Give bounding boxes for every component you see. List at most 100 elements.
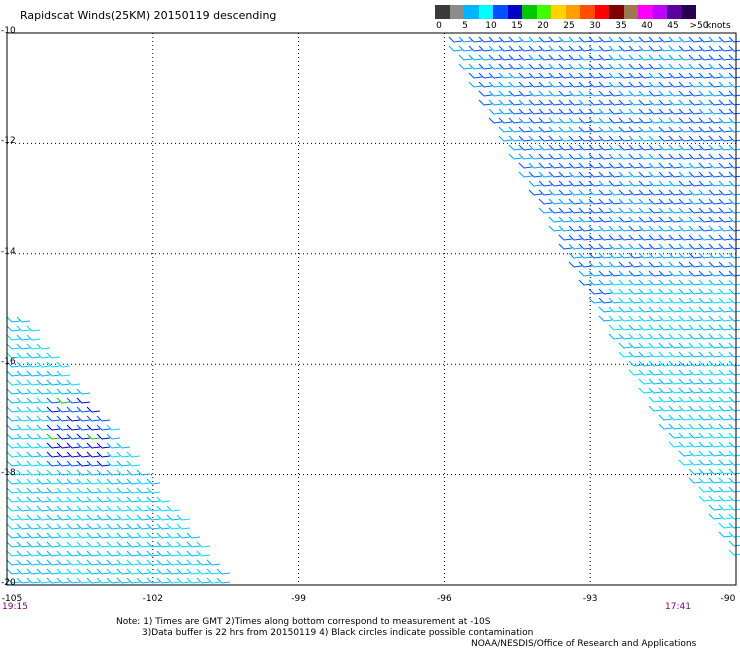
wind-barb	[608, 45, 623, 52]
wind-barb	[658, 405, 673, 412]
wind-barb	[146, 532, 161, 539]
wind-barb	[718, 288, 733, 295]
wind-barb	[488, 99, 503, 106]
wind-barb	[46, 388, 61, 395]
wind-barb	[166, 541, 181, 548]
wind-barb	[86, 523, 101, 530]
wind-barb	[658, 63, 673, 70]
wind-barb	[698, 234, 713, 241]
colorbar-swatch	[594, 5, 609, 19]
lon-label: -105	[1, 594, 23, 604]
wind-barb	[16, 514, 31, 521]
wind-barb	[548, 189, 563, 196]
wind-barb	[598, 288, 613, 295]
wind-barb	[558, 198, 573, 205]
wind-barb	[718, 486, 733, 493]
wind-barb	[638, 63, 653, 70]
wind-barb	[196, 559, 211, 566]
wind-barb	[46, 352, 61, 359]
wind-barb	[588, 243, 603, 250]
wind-barb	[678, 432, 693, 439]
wind-barb	[498, 36, 513, 43]
wind-barb	[86, 469, 101, 476]
wind-barb	[16, 334, 31, 341]
wind-speed-colorbar	[435, 5, 696, 19]
wind-barb	[678, 333, 693, 340]
wind-barb	[96, 523, 111, 530]
wind-barb	[558, 90, 573, 97]
wind-barb	[658, 144, 673, 151]
wind-barb	[166, 505, 181, 512]
wind-barb	[708, 504, 723, 511]
wind-barb	[718, 315, 733, 322]
wind-barb	[96, 568, 111, 575]
wind-barb	[488, 90, 503, 97]
wind-barb	[618, 90, 633, 97]
wind-barb	[136, 469, 151, 476]
wind-barb	[608, 162, 623, 169]
wind-barb	[728, 36, 740, 43]
wind-barb	[698, 225, 713, 232]
wind-barb	[126, 460, 141, 467]
wind-barb	[708, 90, 723, 97]
wind-barb	[26, 406, 41, 413]
wind-barb	[708, 369, 723, 376]
wind-barb	[146, 568, 161, 575]
wind-barb	[698, 369, 713, 376]
wind-barb	[36, 487, 51, 494]
lat-label: -20	[1, 578, 16, 588]
wind-barb	[578, 108, 593, 115]
wind-barb	[638, 135, 653, 142]
wind-barb	[156, 505, 171, 512]
wind-barb	[648, 405, 663, 412]
wind-barb	[628, 99, 643, 106]
colorbar-label: >50	[689, 21, 709, 31]
wind-barb	[648, 342, 663, 349]
wind-barb	[618, 162, 633, 169]
wind-barb	[678, 207, 693, 214]
wind-barb	[608, 324, 623, 331]
wind-barb	[126, 496, 141, 503]
wind-barb	[538, 45, 553, 52]
wind-barb	[718, 432, 733, 439]
wind-barb	[708, 342, 723, 349]
wind-barb	[658, 54, 673, 61]
wind-barb	[618, 297, 633, 304]
wind-barb	[176, 568, 191, 575]
wind-barb	[16, 370, 31, 377]
wind-barb	[698, 180, 713, 187]
wind-barb	[96, 496, 111, 503]
wind-barb	[678, 216, 693, 223]
wind-barb	[618, 72, 633, 79]
wind-barb	[678, 144, 693, 151]
wind-barb	[648, 225, 663, 232]
wind-barb	[698, 495, 713, 502]
wind-barb	[648, 333, 663, 340]
wind-barb	[728, 297, 740, 304]
wind-barb	[66, 415, 81, 422]
wind-barb	[136, 487, 151, 494]
colorbar-label: 10	[485, 21, 497, 31]
wind-barb	[538, 207, 553, 214]
colorbar-label: 0	[436, 21, 442, 31]
wind-barb	[638, 297, 653, 304]
wind-barb	[628, 180, 643, 187]
wind-barb	[508, 81, 523, 88]
wind-barb	[126, 487, 141, 494]
wind-barb	[86, 424, 101, 431]
wind-barb	[688, 54, 703, 61]
wind-barb	[638, 117, 653, 124]
wind-barb	[728, 117, 740, 124]
wind-barb	[36, 514, 51, 521]
wind-barb	[56, 442, 71, 449]
wind-barb	[106, 424, 121, 431]
wind-barb	[638, 153, 653, 160]
wind-barb	[638, 333, 653, 340]
wind-barb	[608, 72, 623, 79]
wind-barb	[116, 523, 131, 530]
wind-barb	[658, 387, 673, 394]
wind-barb	[728, 459, 740, 466]
wind-barb	[638, 225, 653, 232]
lat-label: -10	[1, 26, 16, 36]
wind-barb	[708, 477, 723, 484]
